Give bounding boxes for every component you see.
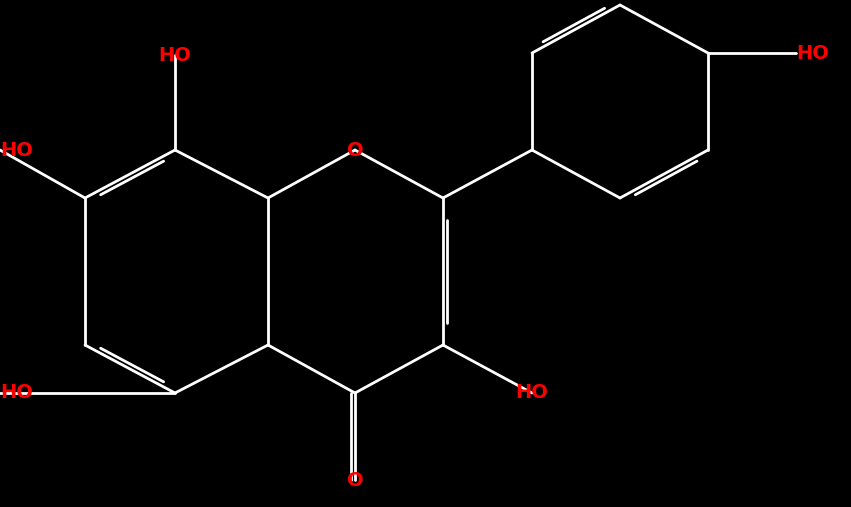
Text: HO: HO	[516, 383, 548, 403]
Text: O: O	[346, 140, 363, 160]
Text: HO: HO	[0, 140, 33, 160]
Text: HO: HO	[0, 383, 33, 403]
Text: HO: HO	[158, 46, 191, 64]
Text: HO: HO	[796, 44, 829, 62]
Text: O: O	[346, 470, 363, 489]
